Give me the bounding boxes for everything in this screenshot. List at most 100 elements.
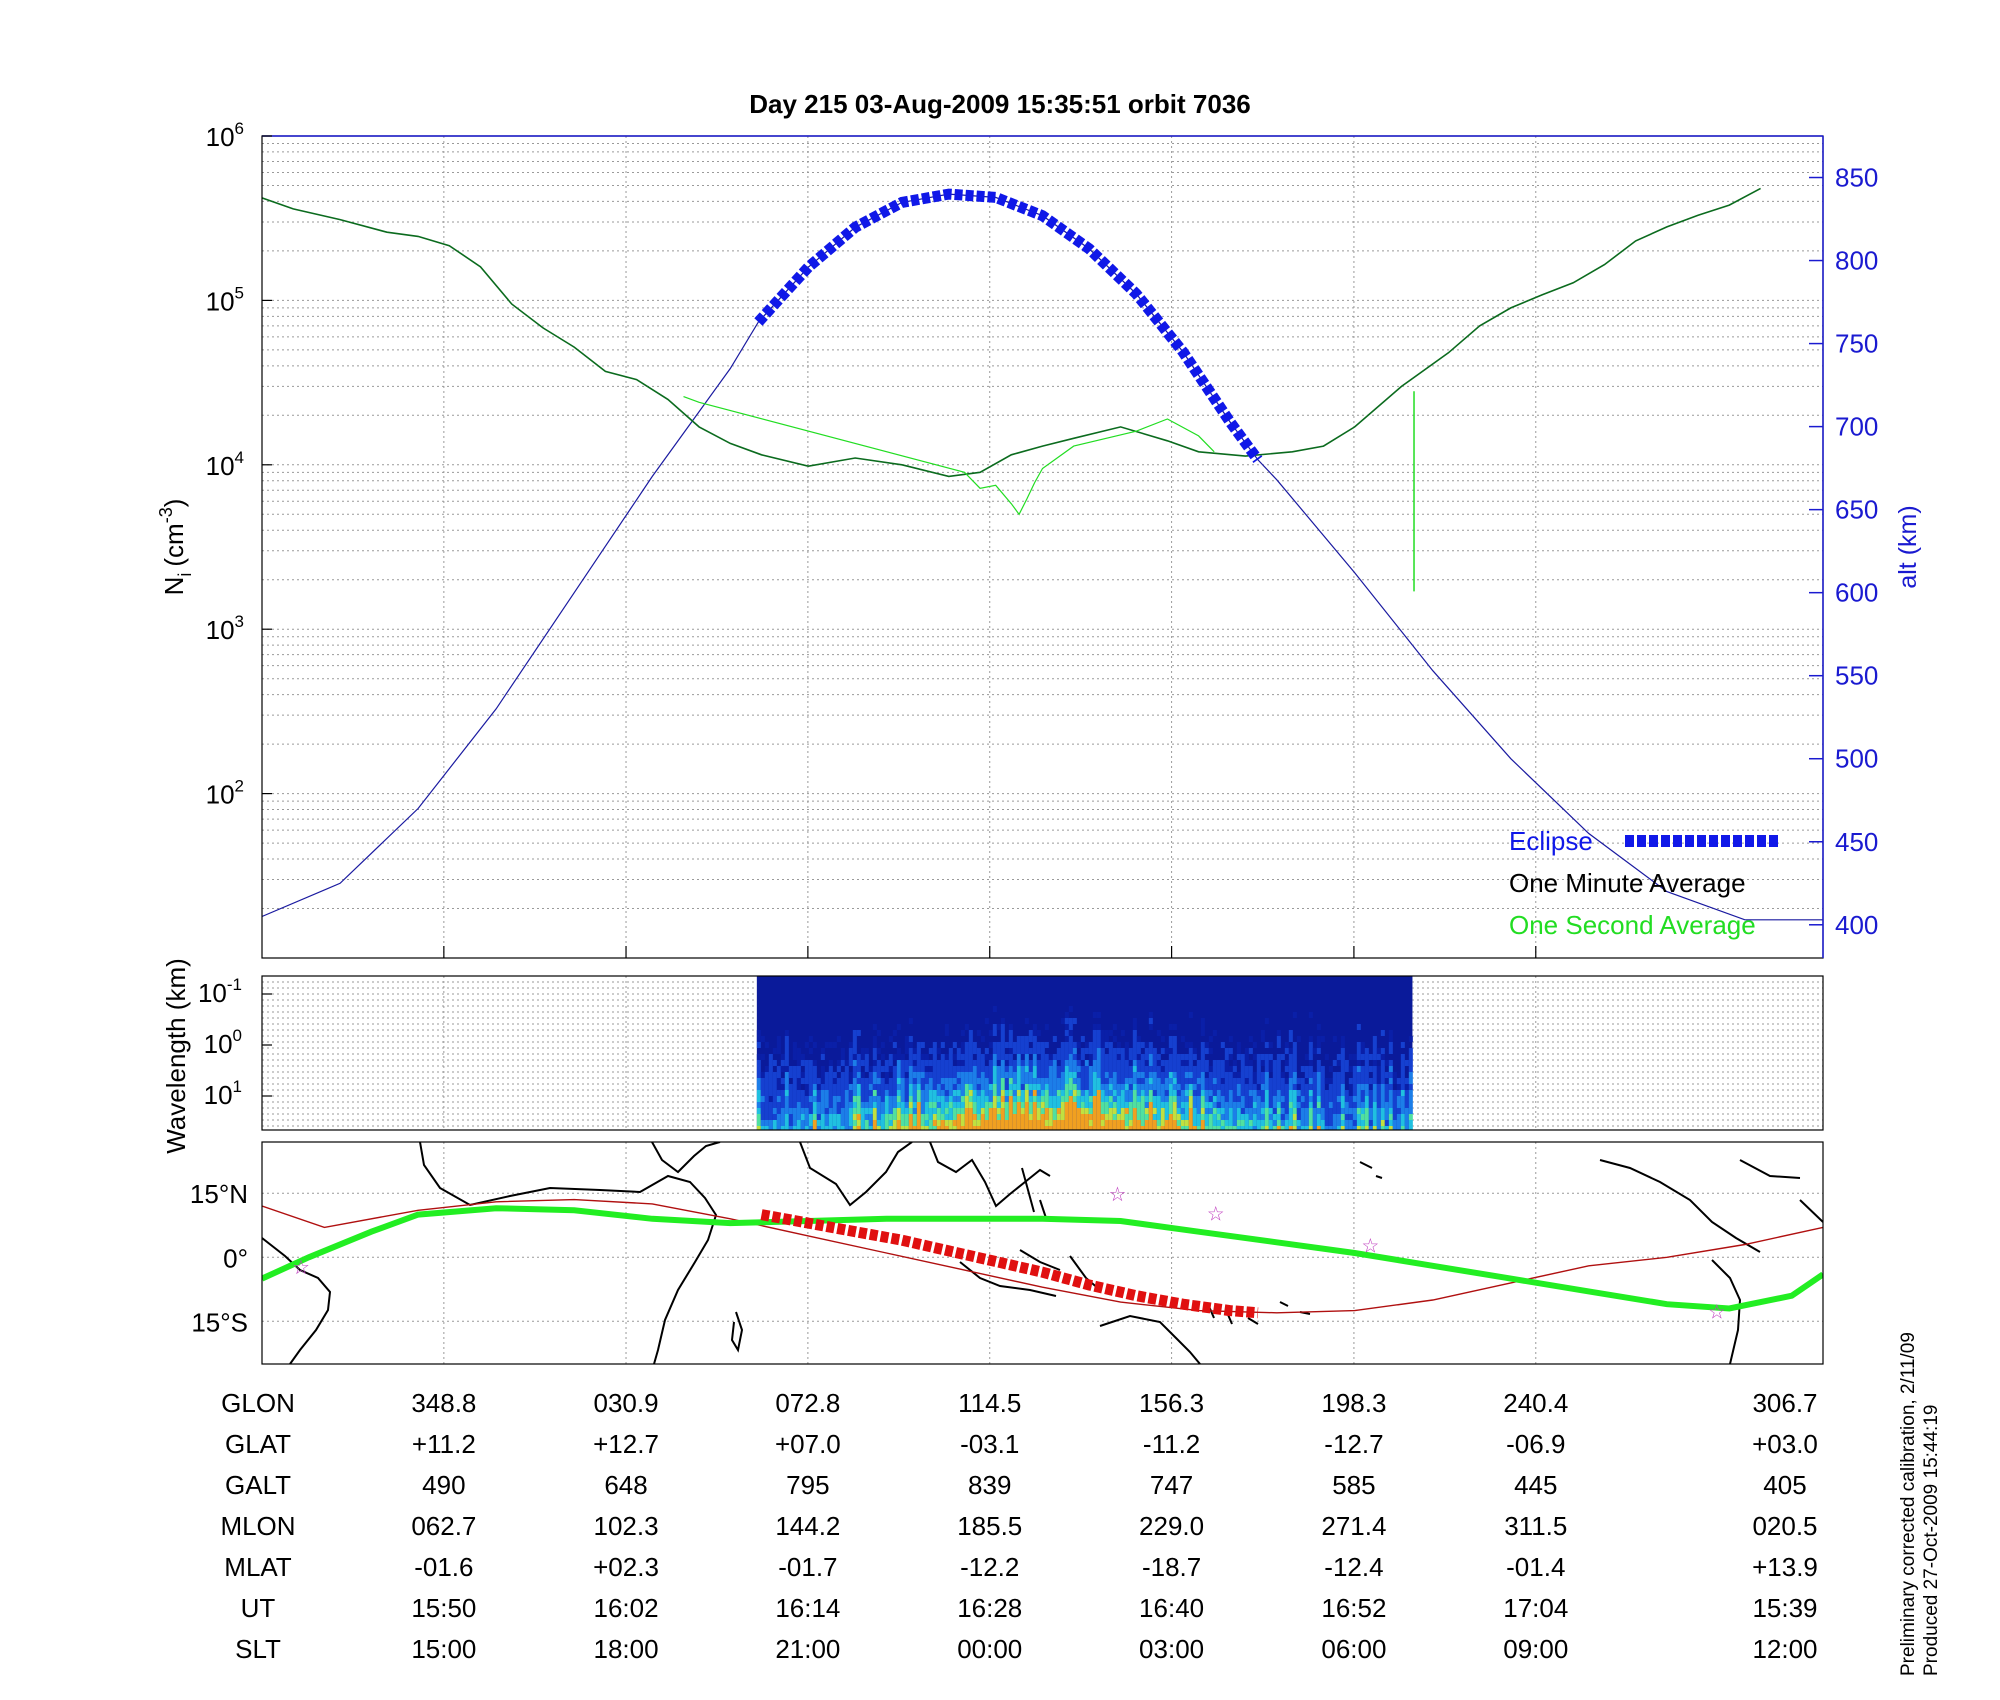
spectrogram-cell	[1100, 1084, 1105, 1090]
spectrogram-cell	[796, 1126, 801, 1130]
spectrogram-cell	[1136, 1042, 1141, 1048]
spectrogram-cell	[1380, 1066, 1385, 1072]
spectrogram-cell	[1052, 1054, 1057, 1060]
spectrogram-cell	[1268, 1054, 1273, 1060]
spectrogram-cell	[1260, 1060, 1265, 1066]
spectrogram-cell	[1144, 1096, 1149, 1102]
spectrogram-cell	[776, 1084, 781, 1090]
spectrogram-cell	[916, 1042, 921, 1048]
spectrogram-cell	[956, 1060, 961, 1066]
spectrogram-cell	[1292, 1042, 1297, 1048]
spectrogram-cell	[1308, 1072, 1313, 1078]
spectrogram-cell	[860, 1102, 865, 1108]
spectrogram-cell	[1132, 1114, 1137, 1120]
spectrogram-cell	[900, 1078, 905, 1084]
spectrogram-cell	[1300, 1126, 1305, 1130]
spectrogram-cell	[1028, 1072, 1033, 1078]
spectrogram-cell	[1344, 1114, 1349, 1120]
spectrogram-cell	[1216, 1120, 1221, 1126]
spectrogram-cell	[1120, 1108, 1125, 1114]
spectrogram-cell	[1188, 1012, 1193, 1018]
spectrogram-cell	[1096, 1042, 1101, 1048]
spectrogram-cell	[1368, 1096, 1373, 1102]
spectrogram-cell	[1196, 1120, 1201, 1126]
spectrogram-cell	[936, 1120, 941, 1126]
spectrogram-cell	[1032, 1084, 1037, 1090]
spectrogram-cell	[1072, 1084, 1077, 1090]
spectrogram-cell	[1172, 1084, 1177, 1090]
spectrogram-cell	[908, 1054, 913, 1060]
spectrogram-cell	[892, 1108, 897, 1114]
spectrogram-cell	[928, 1114, 933, 1120]
spectrogram-cell	[912, 1054, 917, 1060]
spectrogram-cell	[908, 1036, 913, 1042]
spectrogram-cell	[1348, 1090, 1353, 1096]
spectrogram-cell	[1052, 1090, 1057, 1096]
spectrogram-cell	[972, 1090, 977, 1096]
spectrogram-cell	[1104, 1072, 1109, 1078]
spectrogram-cell	[904, 1072, 909, 1078]
spectrogram-cell	[784, 1042, 789, 1048]
spectrogram-cell	[1140, 1042, 1145, 1048]
spectrogram-cell	[1060, 1078, 1065, 1084]
spectrogram-cell	[1108, 1072, 1113, 1078]
spectrogram-cell	[1068, 1066, 1073, 1072]
spectrogram-cell	[992, 1078, 997, 1084]
spectrogram-cell	[1116, 1060, 1121, 1066]
spectrogram-cell	[1000, 1042, 1005, 1048]
spectrogram-cell	[1052, 1078, 1057, 1084]
spectrogram-cell	[1140, 1120, 1145, 1126]
spectrogram-cell	[844, 1120, 849, 1126]
spectrogram-cell	[872, 1042, 877, 1048]
spectrogram-cell	[1344, 1108, 1349, 1114]
spectrogram-cell	[1188, 1042, 1193, 1048]
spectrogram-cell	[792, 1042, 797, 1048]
spectrogram-cell	[1068, 1084, 1073, 1090]
spectrogram-cell	[1088, 1120, 1093, 1126]
spectrogram-cell	[952, 1066, 957, 1072]
spectrogram-cell	[780, 1066, 785, 1072]
spectrogram-cell	[900, 1084, 905, 1090]
spectrogram-cell	[1116, 1102, 1121, 1108]
spectrogram-cell	[1408, 1078, 1413, 1084]
spectrogram-cell	[1312, 1114, 1317, 1120]
spectrogram-cell	[1148, 1090, 1153, 1096]
spectrogram-cell	[1148, 1126, 1153, 1130]
spectrogram-cell	[996, 1072, 1001, 1078]
spectrogram-cell	[1056, 1054, 1061, 1060]
spectrogram-cell	[1264, 1054, 1269, 1060]
spectrogram-cell	[984, 1108, 989, 1114]
spectrogram-cell	[868, 1120, 873, 1126]
spectrogram-cell	[1180, 1114, 1185, 1120]
spectrogram-cell	[1008, 1120, 1013, 1126]
spectrogram-cell	[936, 1096, 941, 1102]
map-axes-box	[261, 1141, 1824, 1365]
spectrogram-cell	[852, 1096, 857, 1102]
spectrogram-cell	[1208, 1078, 1213, 1084]
ephemeris-cell: +11.2	[412, 1429, 476, 1459]
spectrogram-cell	[780, 1114, 785, 1120]
spectrogram-cell	[1400, 1114, 1405, 1120]
spectrogram-cell	[796, 1114, 801, 1120]
spectrogram-cell	[960, 1114, 965, 1120]
spectrogram-cell	[1016, 1096, 1021, 1102]
spectrogram-cell	[1288, 1066, 1293, 1072]
spectrogram-cell	[1268, 1078, 1273, 1084]
spectrogram-cell	[1076, 1108, 1081, 1114]
spectrogram-cell	[976, 1030, 981, 1036]
spectrogram-cell	[1072, 1048, 1077, 1054]
spectrogram-cell	[1208, 1102, 1213, 1108]
spectrogram-cell	[960, 1120, 965, 1126]
spectrogram-cell	[1292, 1126, 1297, 1130]
spectrogram-cell	[1176, 1090, 1181, 1096]
spectrogram-cell	[860, 1048, 865, 1054]
spectrogram-cell	[832, 1108, 837, 1114]
spectrogram-cell	[1132, 1060, 1137, 1066]
spectrogram-cell	[1112, 1066, 1117, 1072]
spectrogram-cell	[920, 1102, 925, 1108]
spectrogram-cell	[1220, 1084, 1225, 1090]
spectrogram-cell	[1172, 1120, 1177, 1126]
spectrogram-cell	[1388, 1048, 1393, 1054]
